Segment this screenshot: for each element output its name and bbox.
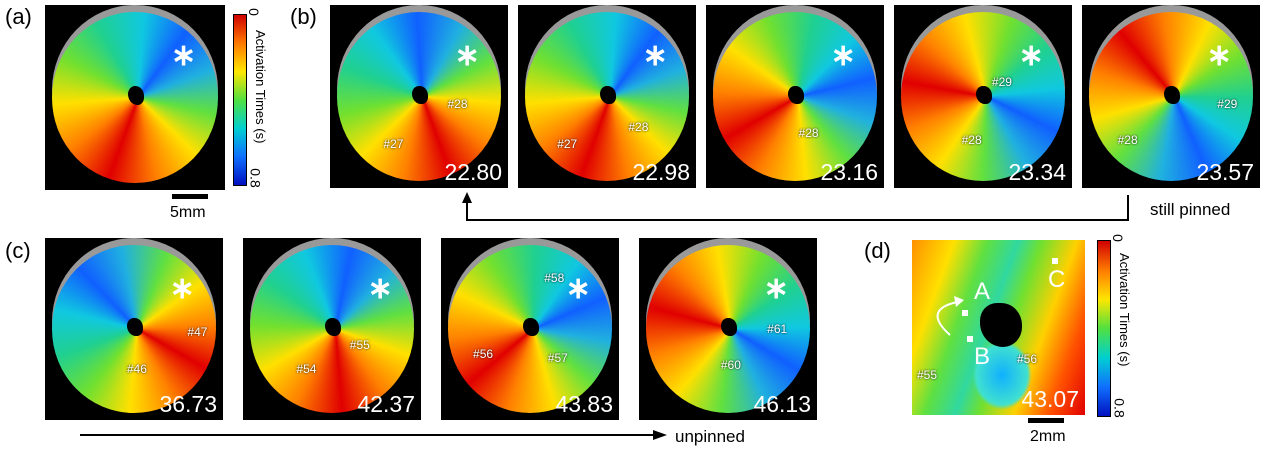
activation-map: ∗ #27 #28 22.98 [518, 5, 696, 188]
wave-label: #27 [557, 137, 577, 151]
activation-map: ∗ [45, 5, 225, 190]
point-label: A [974, 278, 990, 306]
asterisk: ∗ [170, 271, 195, 306]
asterisk: ∗ [455, 38, 480, 73]
panel-label: (a) [5, 4, 32, 30]
time-label: 23.16 [820, 159, 878, 186]
colorbar-title: Activation Times (s) [253, 30, 268, 143]
scale-bar [172, 194, 208, 199]
asterisk: ∗ [643, 38, 668, 73]
time-label: 22.80 [444, 159, 502, 186]
core [788, 86, 804, 104]
arrow [450, 190, 1140, 230]
core [1164, 86, 1180, 104]
asterisk: ∗ [764, 271, 789, 306]
wave-label: #28 [447, 97, 467, 111]
wave-label: #58 [544, 271, 564, 285]
wave-label: #56 [473, 347, 493, 361]
activation-map: ∗#58 #56 #57 43.83 [441, 238, 619, 420]
time-label: 36.73 [159, 391, 217, 418]
activation-map: ∗ #29 #28 23.34 [894, 5, 1072, 188]
core [412, 86, 428, 104]
time-label: 23.57 [1196, 159, 1254, 186]
time-label: 22.98 [632, 159, 690, 186]
activation-map: ∗ #47 #46 36.73 [45, 238, 223, 420]
panel-label: (d) [864, 238, 891, 264]
wave-label: #29 [1217, 97, 1237, 111]
time-label: 23.34 [1008, 159, 1066, 186]
zoom-map: A B C #55 #56 43.07 [912, 240, 1085, 415]
wave-label: #57 [548, 351, 568, 365]
activation-map: ∗ #28 23.16 [706, 5, 884, 188]
activation-map: ∗ #55 #54 42.37 [243, 238, 421, 420]
asterisk: ∗ [1207, 38, 1232, 73]
point-label: B [974, 343, 990, 371]
colorbar-max: 0.8 [248, 168, 264, 187]
asterisk: ∗ [831, 38, 856, 73]
colorbar-max: 0.8 [1112, 398, 1128, 417]
colorbar [233, 14, 247, 186]
activation-map: ∗ #61 #60 46.13 [639, 238, 817, 420]
colorbar [1097, 240, 1111, 417]
core [128, 86, 144, 105]
time-label: 43.83 [555, 391, 613, 418]
wave-label: #55 [917, 368, 937, 382]
wave-label: #55 [350, 338, 370, 352]
point-label: C [1048, 266, 1065, 294]
wave-label: #27 [383, 137, 403, 151]
colorbar-min: 0 [246, 8, 262, 16]
activation-map: ∗ #29 #28 23.57 [1082, 5, 1260, 188]
core [127, 318, 143, 336]
point-marker [967, 336, 973, 342]
point-marker [962, 310, 968, 316]
wave-label: #56 [1017, 352, 1037, 366]
core [523, 318, 539, 336]
panel-label: (c) [5, 238, 31, 264]
asterisk: ∗ [1019, 38, 1044, 73]
core [721, 318, 737, 336]
scale-label: 2mm [1030, 428, 1066, 446]
asterisk: ∗ [368, 271, 393, 306]
time-label: 42.37 [357, 391, 415, 418]
activation-map: ∗ #27 #28 22.80 [330, 5, 508, 188]
wave-label: #47 [187, 325, 207, 339]
wave-label: #46 [127, 362, 147, 376]
page: (a) ∗ Activation Times (s) 0 0.8 5mm (b)… [0, 0, 1262, 451]
asterisk: ∗ [171, 38, 196, 73]
core [976, 86, 992, 104]
time-label: 46.13 [753, 391, 811, 418]
wave-label: #28 [799, 126, 819, 140]
scale-label: 5mm [170, 204, 206, 222]
wave-label: #28 [962, 133, 982, 147]
note: unpinned [675, 427, 745, 447]
time-label: 43.07 [1021, 386, 1079, 413]
wave-label: #28 [628, 120, 648, 134]
scale-bar [1028, 418, 1064, 423]
wave-label: #60 [721, 358, 741, 372]
asterisk: ∗ [566, 271, 591, 306]
core [600, 86, 616, 104]
note: still pinned [1150, 200, 1230, 220]
wave-label: #29 [992, 75, 1012, 89]
wave-label: #54 [296, 362, 316, 376]
panel-label: (b) [290, 4, 317, 30]
colorbar-min: 0 [1110, 234, 1126, 242]
point-marker [1052, 258, 1058, 264]
colorbar-title: Activation Times (s) [1117, 253, 1132, 366]
wave-label: #61 [767, 322, 787, 336]
wave-label: #28 [1118, 133, 1138, 147]
arrow [75, 426, 675, 446]
core [325, 318, 341, 336]
